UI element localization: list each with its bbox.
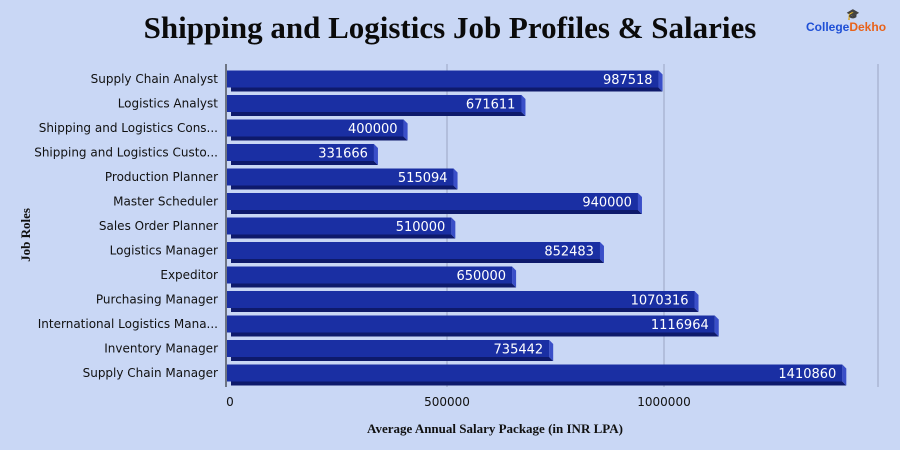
logo-text-dekho: Dekho	[849, 20, 887, 34]
bar-shadow-bottom	[231, 87, 663, 92]
bar-shadow-bottom	[231, 234, 456, 239]
category-label: Supply Chain Analyst	[91, 72, 219, 86]
bar-shadow-bottom	[231, 112, 526, 116]
bar-shadow-bottom	[231, 136, 408, 141]
bar-group: 852483	[227, 242, 604, 263]
category-label: Supply Chain Manager	[83, 366, 218, 380]
bar-shadow-bottom	[231, 332, 719, 337]
bar	[227, 266, 513, 284]
bar	[227, 168, 454, 186]
bar-side	[714, 315, 719, 337]
bar-group: 735442	[227, 340, 554, 361]
x-tick-label: 1000000	[637, 395, 690, 409]
bar-value-label: 510000	[396, 220, 446, 235]
bar-group: 1070316	[227, 291, 699, 312]
category-label: International Logistics Mana...	[38, 317, 218, 331]
bar-shadow-bottom	[231, 381, 847, 386]
bar-value-label: 1070316	[631, 294, 689, 309]
bar-shadow-bottom	[231, 357, 554, 361]
bar-value-label: 1116964	[651, 318, 709, 333]
x-tick-label: 0	[226, 395, 234, 409]
bar	[227, 70, 659, 88]
bar-group: 1410860	[227, 364, 847, 386]
category-label: Master Scheduler	[113, 195, 218, 209]
bar-value-label: 650000	[456, 269, 506, 284]
bar-group: 331666	[227, 144, 378, 165]
category-label: Logistics Analyst	[118, 97, 219, 111]
bar-side	[373, 144, 378, 165]
bar-shadow-bottom	[231, 283, 517, 288]
category-label: Inventory Manager	[104, 342, 218, 356]
bar-group: 987518	[227, 70, 663, 92]
bar-group: 510000	[227, 217, 456, 239]
x-tick-labels: 0 500000 1000000	[226, 395, 691, 409]
bar-shadow-bottom	[231, 308, 699, 312]
category-label: Expeditor	[160, 268, 218, 282]
bar	[227, 364, 843, 382]
bar-value-label: 852483	[544, 245, 594, 260]
bar-value-label: 331666	[318, 147, 368, 162]
bar-side	[637, 193, 642, 214]
bar-side	[521, 95, 526, 116]
category-label: Logistics Manager	[110, 244, 218, 258]
bar-group: 1116964	[227, 315, 719, 337]
bar-side	[599, 242, 604, 263]
bar-group: 400000	[227, 119, 408, 141]
category-label: Shipping and Logistics Cons...	[39, 121, 218, 135]
bar-value-label: 515094	[398, 171, 448, 186]
logo-text-college: College	[806, 20, 850, 34]
category-label: Sales Order Planner	[99, 219, 218, 233]
bar-side	[694, 291, 699, 312]
bar-value-label: 671611	[466, 98, 516, 113]
bar-shadow-bottom	[231, 210, 642, 214]
bar	[227, 217, 452, 235]
bar-side	[453, 168, 458, 190]
bar	[227, 144, 374, 161]
bar-side	[549, 340, 554, 361]
bar-group: 940000	[227, 193, 642, 214]
category-label: Purchasing Manager	[96, 293, 218, 307]
bar-side	[451, 217, 456, 239]
bar-group: 515094	[227, 168, 458, 190]
x-axis-title: Average Annual Salary Package (in INR LP…	[367, 421, 623, 436]
x-tick-label: 500000	[424, 395, 470, 409]
bar-value-label: 987518	[603, 73, 653, 88]
category-labels: Supply Chain Analyst Logistics Analyst Shi…	[34, 72, 218, 380]
bar-side	[512, 266, 517, 288]
bar-side	[842, 364, 847, 386]
bar-shadow-bottom	[231, 185, 458, 190]
category-label: Production Planner	[105, 170, 218, 184]
bar-value-label: 940000	[582, 196, 632, 211]
collegedekho-logo: 🎓 CollegeDekho	[804, 8, 888, 38]
bar	[227, 119, 404, 137]
bar-value-label: 735442	[494, 343, 544, 358]
y-axis-title: Job Roles	[18, 208, 33, 262]
category-label: Shipping and Logistics Custo...	[34, 146, 218, 160]
bar-value-label: 1410860	[778, 367, 836, 382]
bars: 987518 671611 400000 331666 515094 940000 5100…	[227, 70, 847, 386]
bar-value-label: 400000	[348, 122, 398, 137]
bar-side	[403, 119, 408, 141]
bar	[227, 242, 600, 259]
bar	[227, 193, 638, 210]
bar-group: 650000	[227, 266, 517, 288]
bar	[227, 315, 715, 333]
bar-shadow-bottom	[231, 259, 604, 263]
bar-group: 671611	[227, 95, 526, 116]
bar-shadow-bottom	[231, 161, 378, 165]
graduation-cap-icon: 🎓	[846, 8, 860, 21]
chart-title: Shipping and Logistics Job Profiles & Sa…	[143, 10, 757, 45]
bar-side	[658, 70, 663, 92]
bar	[227, 291, 695, 308]
bar	[227, 340, 550, 357]
bar	[227, 95, 522, 112]
